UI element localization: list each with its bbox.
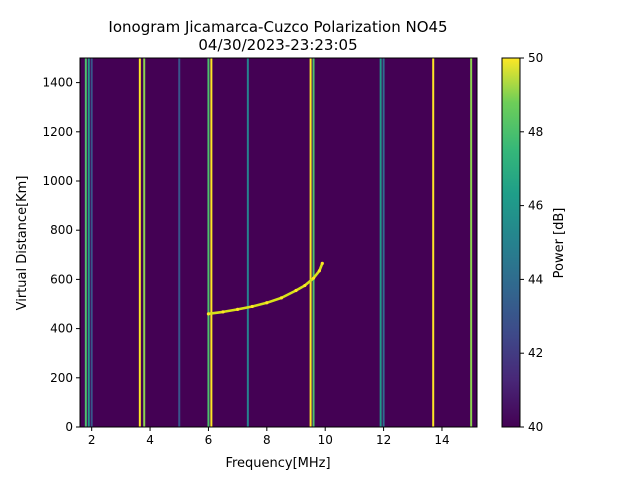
interference-line: [246, 58, 249, 427]
y-tick-label: 1400: [42, 76, 73, 90]
colorbar: [501, 57, 521, 428]
interference-line: [178, 58, 181, 427]
interference-line: [382, 58, 385, 427]
echo-point: [279, 296, 284, 300]
interference-line: [432, 58, 435, 427]
x-tick-label: 4: [146, 433, 154, 447]
x-axis-label: Frequency[MHz]: [225, 456, 330, 471]
x-tick-label: 8: [263, 433, 271, 447]
y-tick-label: 1000: [42, 174, 73, 188]
colorbar-tick-label: 50: [528, 51, 543, 65]
y-tick-label: 1200: [42, 125, 73, 139]
echo-point: [320, 261, 324, 266]
echo-point: [206, 312, 211, 316]
echo-point: [317, 269, 321, 273]
y-axis: 0 200 400 600 800 1000 1200 1400: [42, 76, 80, 434]
heatmap-background: [80, 58, 477, 427]
interference-line: [84, 58, 87, 427]
chart-title: Ionogram Jicamarca-Cuzco Polarization NO…: [108, 18, 447, 36]
y-tick-label: 600: [50, 272, 73, 286]
interference-line: [470, 58, 473, 427]
y-tick-label: 0: [65, 420, 73, 434]
interference-line: [379, 58, 382, 427]
echo-point: [311, 276, 316, 280]
plot-frame: [79, 57, 478, 428]
colorbar-axis: 40 42 44 46 48 50: [520, 51, 543, 434]
interference-line: [309, 58, 312, 427]
colorbar-tick-label: 48: [528, 125, 543, 139]
echo-point: [236, 307, 240, 312]
x-tick-label: 2: [88, 433, 96, 447]
interference-line: [312, 58, 315, 427]
y-axis-label: Virtual Distance[Km]: [15, 176, 30, 311]
x-tick-label: 10: [318, 433, 333, 447]
interference-line: [143, 58, 146, 427]
y-tick-label: 400: [50, 322, 73, 336]
interference-line: [138, 58, 141, 427]
y-tick-label: 200: [50, 371, 73, 385]
y-tick-label: 800: [50, 223, 73, 237]
echo-point: [265, 301, 269, 305]
colorbar-tick-label: 40: [528, 420, 543, 434]
interference-line: [90, 58, 93, 427]
x-tick-label: 6: [205, 433, 213, 447]
echo-point: [250, 304, 254, 309]
colorbar-tick-label: 42: [528, 346, 543, 360]
colorbar-tick-label: 46: [528, 199, 543, 213]
interference-line: [210, 58, 213, 427]
x-tick-label: 14: [434, 433, 449, 447]
interference-line: [87, 58, 90, 427]
echo-point: [294, 288, 298, 293]
x-tick-label: 12: [376, 433, 391, 447]
colorbar-label: Power [dB]: [552, 208, 567, 279]
plot-area: [80, 58, 477, 427]
chart-subtitle: 04/30/2023-23:23:05: [198, 36, 357, 54]
colorbar-tick-label: 44: [528, 272, 543, 286]
echo-point: [303, 283, 307, 288]
echo-point: [221, 310, 225, 314]
x-axis: 2 4 6 8 10 12 14: [88, 427, 450, 447]
interference-line: [207, 58, 210, 427]
